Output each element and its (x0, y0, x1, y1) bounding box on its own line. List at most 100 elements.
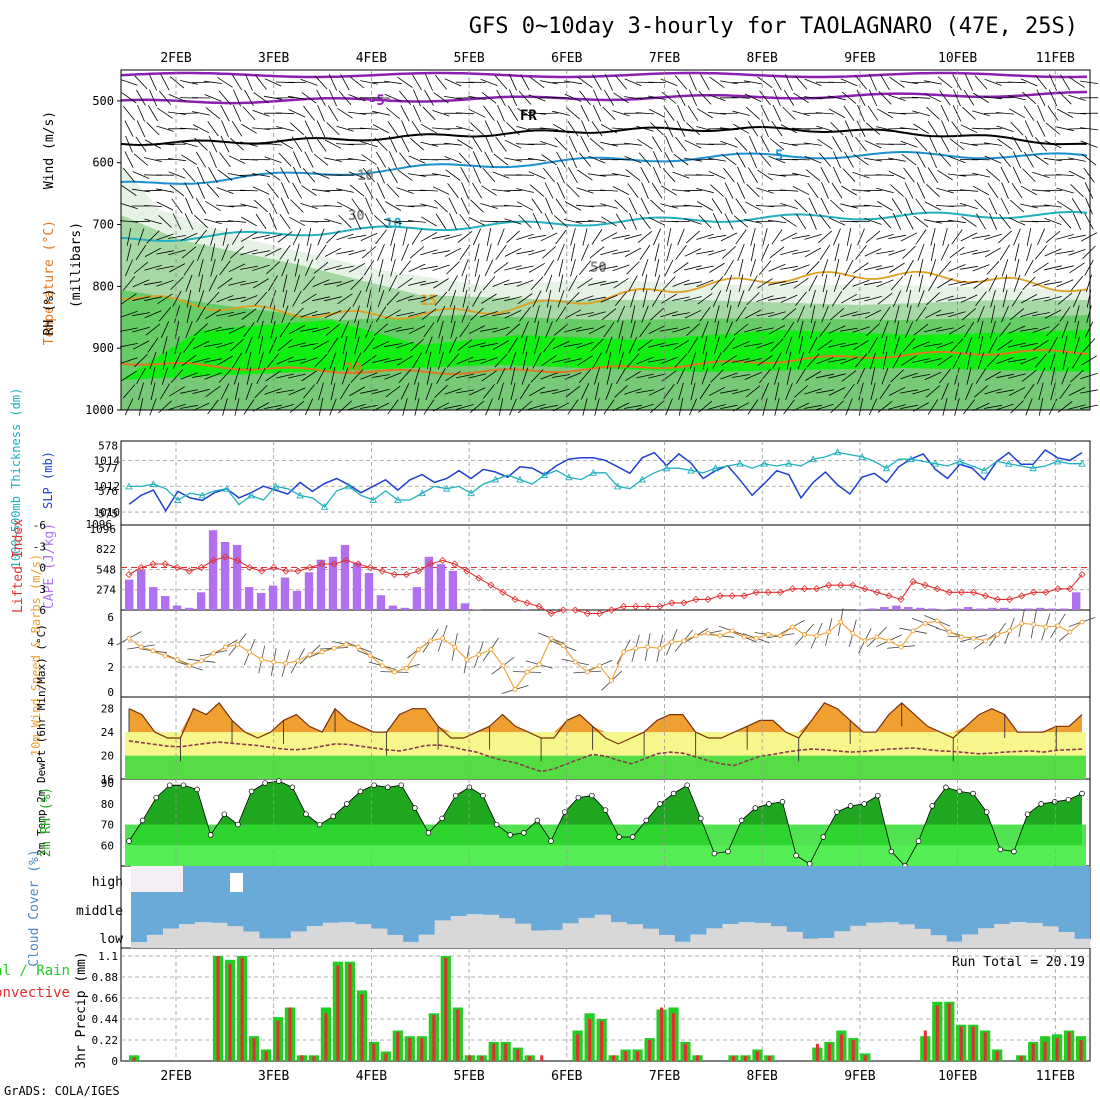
wind-barb (684, 265, 702, 271)
wind-barb (438, 351, 444, 370)
wind-barb (1044, 248, 1062, 257)
wind-barb (348, 111, 366, 115)
wind-barb (282, 274, 288, 293)
wind-barb (959, 189, 979, 192)
wind-barb (857, 104, 865, 122)
precip-convective-bar (1079, 1040, 1083, 1061)
wind-barb (360, 80, 378, 85)
wind-barb (472, 290, 482, 307)
wind-barb (928, 275, 938, 292)
wind-barb (522, 351, 528, 370)
wind-barb (900, 140, 918, 148)
wind-barb (858, 398, 864, 416)
wind-barb (456, 404, 474, 410)
wind-barb (420, 281, 438, 286)
wind-barb (771, 121, 783, 137)
legend-convective: Convective (0, 985, 70, 1001)
wind-barb (869, 73, 877, 91)
wind-barb (735, 229, 747, 245)
wind-barb (768, 311, 786, 317)
wind-barb (628, 336, 638, 354)
wind-barb (504, 310, 522, 319)
wind-barb (612, 250, 630, 255)
wind-barb (134, 354, 148, 368)
wind-barb (1068, 249, 1086, 256)
wind-barb (337, 293, 353, 305)
wind-barb (1048, 337, 1058, 354)
wind-barb (701, 367, 709, 385)
wind-barb (522, 336, 528, 354)
lifted-index-point (728, 592, 736, 600)
wind-barb (150, 382, 156, 401)
wind-barb (401, 120, 409, 138)
wind-barb (412, 74, 422, 91)
wind-barb (304, 259, 314, 277)
wind-barb (281, 259, 289, 277)
wind-barb (654, 243, 660, 262)
wind-barb (289, 400, 305, 413)
wind10-point (910, 628, 916, 634)
wind10-point (1007, 628, 1013, 634)
wind-barb (470, 199, 484, 213)
wind-barb (408, 296, 426, 301)
wind-barb (877, 400, 893, 413)
wind-barb (975, 368, 987, 384)
wind-barb (1000, 166, 1010, 184)
rh-tick: 70 (101, 819, 114, 832)
cape-bar (304, 572, 314, 610)
wind-barb (326, 230, 340, 244)
wind-barb (323, 205, 343, 207)
wind-barb (768, 219, 786, 223)
wind-barb (911, 96, 931, 99)
wind-barb (599, 174, 619, 176)
wind-barb (1085, 197, 1093, 215)
wind-barb (785, 382, 793, 400)
wind-barb (794, 199, 808, 213)
wind-barb (673, 153, 689, 166)
wind-barb (276, 139, 294, 150)
wind-barb (457, 339, 473, 351)
cape-bar (892, 605, 901, 610)
precip-convective-bar (216, 956, 220, 1061)
wind-barb (420, 249, 438, 256)
wind-barb (158, 215, 172, 228)
wind-barb (472, 151, 482, 169)
wind-barb (480, 78, 498, 86)
wind-barb (733, 123, 749, 134)
cape-bar (220, 542, 230, 610)
wind-barb (1067, 128, 1087, 130)
wind-barb (960, 294, 978, 303)
wind-barb (748, 135, 758, 153)
wind-barb (408, 155, 426, 164)
wind-barb (930, 243, 936, 262)
wind-barb (653, 274, 661, 292)
wind-barb (735, 306, 747, 322)
wind10-point (597, 663, 602, 669)
wind-barb (725, 274, 733, 292)
wind-barb (366, 289, 372, 308)
wind-barb (768, 280, 786, 286)
wind-barb (1020, 203, 1038, 209)
thickness-point (907, 455, 915, 463)
wind-barb (570, 243, 576, 262)
wind-barb (288, 387, 306, 396)
wind-barb (197, 290, 205, 308)
wind10-point (681, 638, 687, 644)
wind-barb (914, 137, 928, 152)
wind-barb (846, 243, 852, 262)
wind-barb (294, 243, 300, 262)
wind-barb (942, 228, 948, 246)
rh-tick: 60 (101, 839, 114, 852)
wind-barb (148, 74, 158, 91)
wind-barb (894, 305, 900, 323)
wind-barb (1061, 321, 1069, 339)
wind-barb (245, 382, 253, 401)
wind-barb (195, 198, 207, 214)
wind-barb (433, 278, 449, 289)
wind-barb (630, 320, 636, 339)
thickness-point (1053, 457, 1062, 465)
wind-barb (902, 245, 916, 259)
wind-barb (594, 398, 600, 416)
wind-barb (169, 386, 185, 397)
wind-barb (791, 159, 811, 161)
